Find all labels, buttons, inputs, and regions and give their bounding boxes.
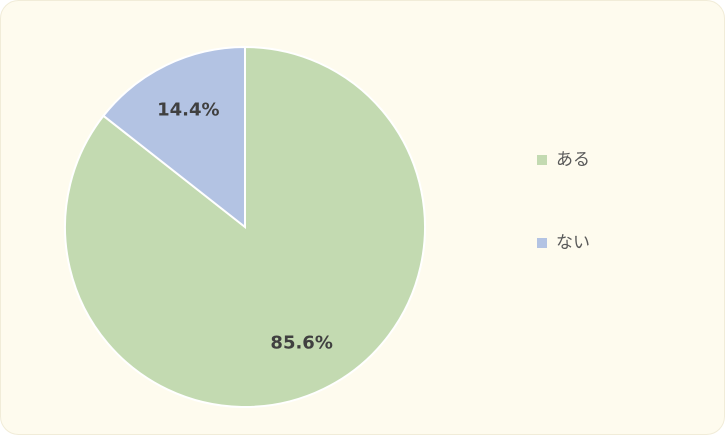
legend-label: ない: [556, 233, 590, 253]
data-label: 85.6%: [270, 333, 332, 354]
data-label: 14.4%: [157, 99, 219, 120]
legend-label: ある: [556, 150, 590, 170]
legend-swatch: [537, 238, 547, 248]
legend-swatch: [537, 155, 547, 165]
pie-slice: [102, 45, 246, 230]
